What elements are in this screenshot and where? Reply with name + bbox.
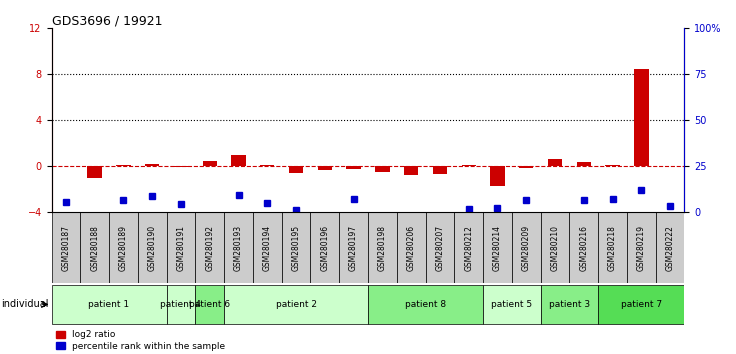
- FancyBboxPatch shape: [627, 212, 656, 283]
- Text: individual: individual: [1, 299, 49, 309]
- Text: GSM280209: GSM280209: [522, 225, 531, 271]
- FancyBboxPatch shape: [598, 285, 684, 324]
- FancyBboxPatch shape: [541, 285, 598, 324]
- Text: GSM280189: GSM280189: [119, 225, 128, 271]
- Text: GSM280216: GSM280216: [579, 225, 588, 271]
- FancyBboxPatch shape: [253, 212, 282, 283]
- FancyBboxPatch shape: [166, 285, 195, 324]
- FancyBboxPatch shape: [368, 212, 397, 283]
- FancyBboxPatch shape: [339, 212, 368, 283]
- FancyBboxPatch shape: [512, 212, 541, 283]
- Bar: [145, 164, 160, 166]
- FancyBboxPatch shape: [282, 212, 311, 283]
- Bar: [88, 166, 102, 178]
- Bar: [461, 165, 476, 166]
- FancyBboxPatch shape: [570, 212, 598, 283]
- Bar: [260, 165, 275, 166]
- Text: GSM280193: GSM280193: [234, 225, 243, 271]
- Text: GSM280192: GSM280192: [205, 225, 214, 271]
- FancyBboxPatch shape: [483, 212, 512, 283]
- FancyBboxPatch shape: [598, 212, 627, 283]
- Bar: [605, 165, 620, 166]
- Bar: [433, 166, 447, 174]
- Text: GSM280210: GSM280210: [551, 225, 559, 271]
- Text: GSM280195: GSM280195: [291, 225, 300, 271]
- Text: patient 8: patient 8: [405, 300, 446, 309]
- Text: patient 6: patient 6: [189, 300, 230, 309]
- Bar: [116, 165, 130, 166]
- Text: patient 7: patient 7: [620, 300, 662, 309]
- Text: GSM280212: GSM280212: [464, 225, 473, 271]
- FancyBboxPatch shape: [368, 285, 483, 324]
- FancyBboxPatch shape: [311, 212, 339, 283]
- Text: GSM280191: GSM280191: [177, 225, 185, 271]
- Text: GSM280214: GSM280214: [493, 225, 502, 271]
- Bar: [576, 162, 591, 166]
- FancyBboxPatch shape: [80, 212, 109, 283]
- Text: GSM280194: GSM280194: [263, 225, 272, 271]
- FancyBboxPatch shape: [224, 212, 253, 283]
- Text: patient 1: patient 1: [88, 300, 130, 309]
- FancyBboxPatch shape: [138, 212, 166, 283]
- Text: GSM280206: GSM280206: [407, 225, 416, 271]
- Bar: [202, 161, 217, 166]
- Bar: [490, 166, 505, 186]
- FancyBboxPatch shape: [195, 212, 224, 283]
- Bar: [174, 166, 188, 167]
- FancyBboxPatch shape: [224, 285, 368, 324]
- FancyBboxPatch shape: [425, 212, 454, 283]
- Text: patient 5: patient 5: [492, 300, 532, 309]
- Text: GSM280222: GSM280222: [665, 225, 675, 271]
- FancyBboxPatch shape: [454, 212, 483, 283]
- Text: GDS3696 / 19921: GDS3696 / 19921: [52, 14, 162, 27]
- FancyBboxPatch shape: [483, 285, 541, 324]
- Text: GSM280187: GSM280187: [61, 225, 71, 271]
- Text: GSM280219: GSM280219: [637, 225, 645, 271]
- Bar: [375, 166, 389, 172]
- FancyBboxPatch shape: [397, 212, 425, 283]
- Bar: [519, 166, 534, 168]
- Text: GSM280207: GSM280207: [436, 225, 445, 271]
- FancyBboxPatch shape: [656, 212, 684, 283]
- Bar: [318, 166, 332, 170]
- Bar: [634, 69, 648, 166]
- Text: GSM280218: GSM280218: [608, 225, 617, 271]
- Text: GSM280198: GSM280198: [378, 225, 387, 271]
- Text: patient 4: patient 4: [160, 300, 202, 309]
- FancyBboxPatch shape: [195, 285, 224, 324]
- Bar: [404, 166, 418, 175]
- Bar: [231, 155, 246, 166]
- Bar: [347, 166, 361, 169]
- Text: GSM280197: GSM280197: [349, 225, 358, 271]
- Text: GSM280188: GSM280188: [91, 225, 99, 271]
- FancyBboxPatch shape: [541, 212, 570, 283]
- FancyBboxPatch shape: [52, 212, 80, 283]
- Legend: log2 ratio, percentile rank within the sample: log2 ratio, percentile rank within the s…: [56, 330, 225, 351]
- FancyBboxPatch shape: [166, 212, 195, 283]
- Bar: [289, 166, 303, 173]
- Text: patient 3: patient 3: [549, 300, 590, 309]
- Bar: [548, 159, 562, 166]
- Text: GSM280190: GSM280190: [148, 225, 157, 271]
- FancyBboxPatch shape: [52, 285, 166, 324]
- Text: GSM280196: GSM280196: [320, 225, 329, 271]
- Text: patient 2: patient 2: [275, 300, 316, 309]
- FancyBboxPatch shape: [109, 212, 138, 283]
